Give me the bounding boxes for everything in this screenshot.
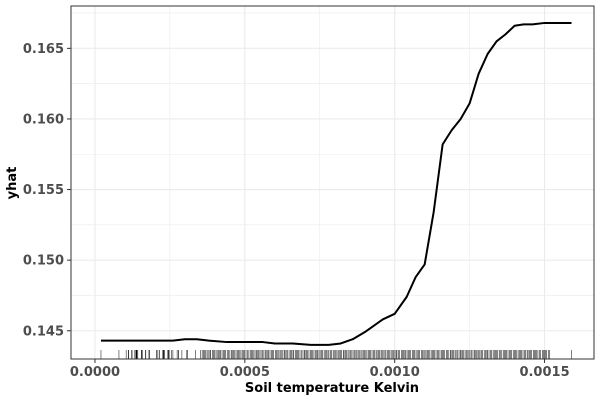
x-tick-label: 0.0015	[519, 365, 569, 380]
x-tick-label: 0.0000	[70, 365, 120, 380]
grid	[71, 6, 594, 359]
rug-marks	[100, 350, 572, 359]
y-axis-title: yhat	[5, 167, 20, 200]
y-tick-label: 0.145	[23, 324, 64, 339]
x-tick-label: 0.0005	[220, 365, 270, 380]
y-tick-label: 0.165	[23, 42, 64, 57]
panel-border	[70, 5, 595, 360]
y-tick-label: 0.155	[23, 183, 64, 198]
y-axis: 0.145 0.150 0.155 0.160 0.165	[23, 42, 71, 339]
panel-background	[71, 6, 594, 359]
x-axis-title: Soil temperature Kelvin	[245, 381, 419, 396]
yhat-line	[100, 21, 572, 346]
y-tick-label: 0.150	[23, 254, 64, 269]
x-tick-label: 0.0010	[370, 365, 420, 380]
x-axis: 0.0000 0.0005 0.0010 0.0015	[70, 359, 570, 380]
y-tick-label: 0.160	[23, 112, 64, 127]
